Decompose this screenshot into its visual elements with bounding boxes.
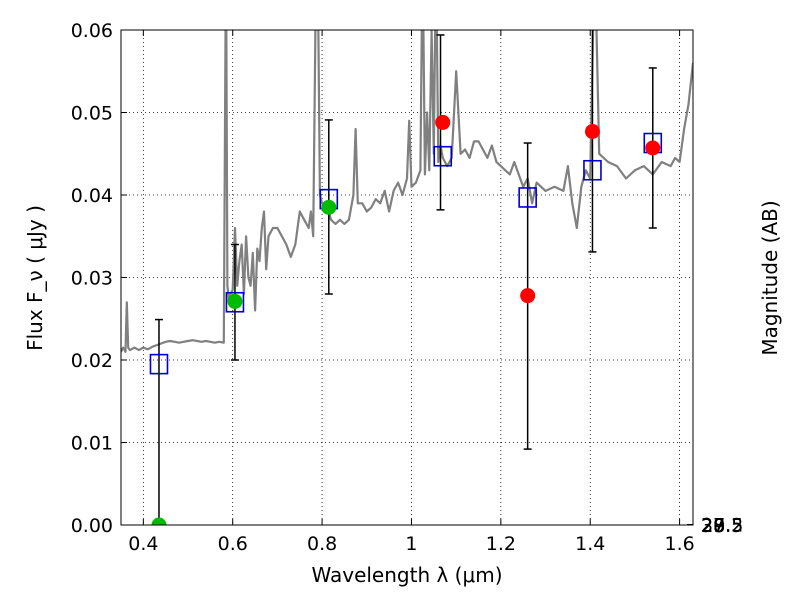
flux-point [321, 199, 337, 215]
flux-point [520, 288, 536, 304]
x-tick-label: 0.8 [307, 533, 337, 555]
right-tick-label: 28 [701, 515, 725, 537]
y-tick-label: 0.05 [71, 103, 113, 125]
x-tick-label: 1.6 [664, 533, 694, 555]
right-tick-label: 29 [701, 515, 725, 537]
flux-point [645, 140, 661, 156]
x-axis-label: Wavelength λ (μm) [311, 563, 502, 587]
model-square [433, 145, 453, 167]
y-tick-label: 0.00 [71, 515, 113, 537]
sed-line [121, 30, 693, 353]
flux-point [227, 293, 243, 309]
flux-point [435, 114, 451, 130]
x-axis: 0.4 0.6 0.8 1 1.2 1.4 1.6 [128, 30, 695, 555]
right-tick-label: 27.2 [701, 515, 743, 537]
model-square [518, 187, 537, 208]
y-axis-label: Flux F_ν ( μJy ) [23, 205, 47, 351]
flux-points [151, 114, 661, 525]
grid [121, 30, 693, 525]
x-tick-label: 0.6 [218, 533, 248, 555]
y-tick-label: 0.06 [71, 20, 113, 42]
right-tick-label: 28.5 [701, 515, 743, 537]
model-square [149, 353, 169, 375]
model-square [583, 159, 602, 181]
x-tick-label: 0.4 [128, 533, 158, 555]
x-tick-label: 1 [405, 533, 417, 555]
model-squares [149, 132, 663, 375]
flux-point [151, 517, 167, 525]
model-square [225, 291, 245, 313]
right-tick-label: 27 [701, 515, 725, 537]
right-tick-label: 30 [701, 515, 725, 537]
flux-point [584, 123, 600, 139]
right-axis-label: Magnitude (AB) [758, 200, 782, 355]
y-tick-label: 0.01 [71, 433, 113, 455]
right-tick-label: 27.5 [701, 515, 743, 537]
x-tick-label: 1.4 [575, 533, 605, 555]
y-axis: 0.00 0.01 0.02 0.03 0.04 0.05 0.06 [71, 20, 127, 537]
y-tick-label: 0.03 [71, 268, 113, 290]
y-tick-label: 0.04 [71, 185, 113, 207]
error-bars [154, 30, 657, 525]
y-tick-label: 0.02 [71, 350, 113, 372]
plot-frame [120, 29, 694, 526]
sed-curve [121, 30, 693, 353]
x-tick-label: 1.2 [486, 533, 516, 555]
plot-area [121, 30, 693, 525]
